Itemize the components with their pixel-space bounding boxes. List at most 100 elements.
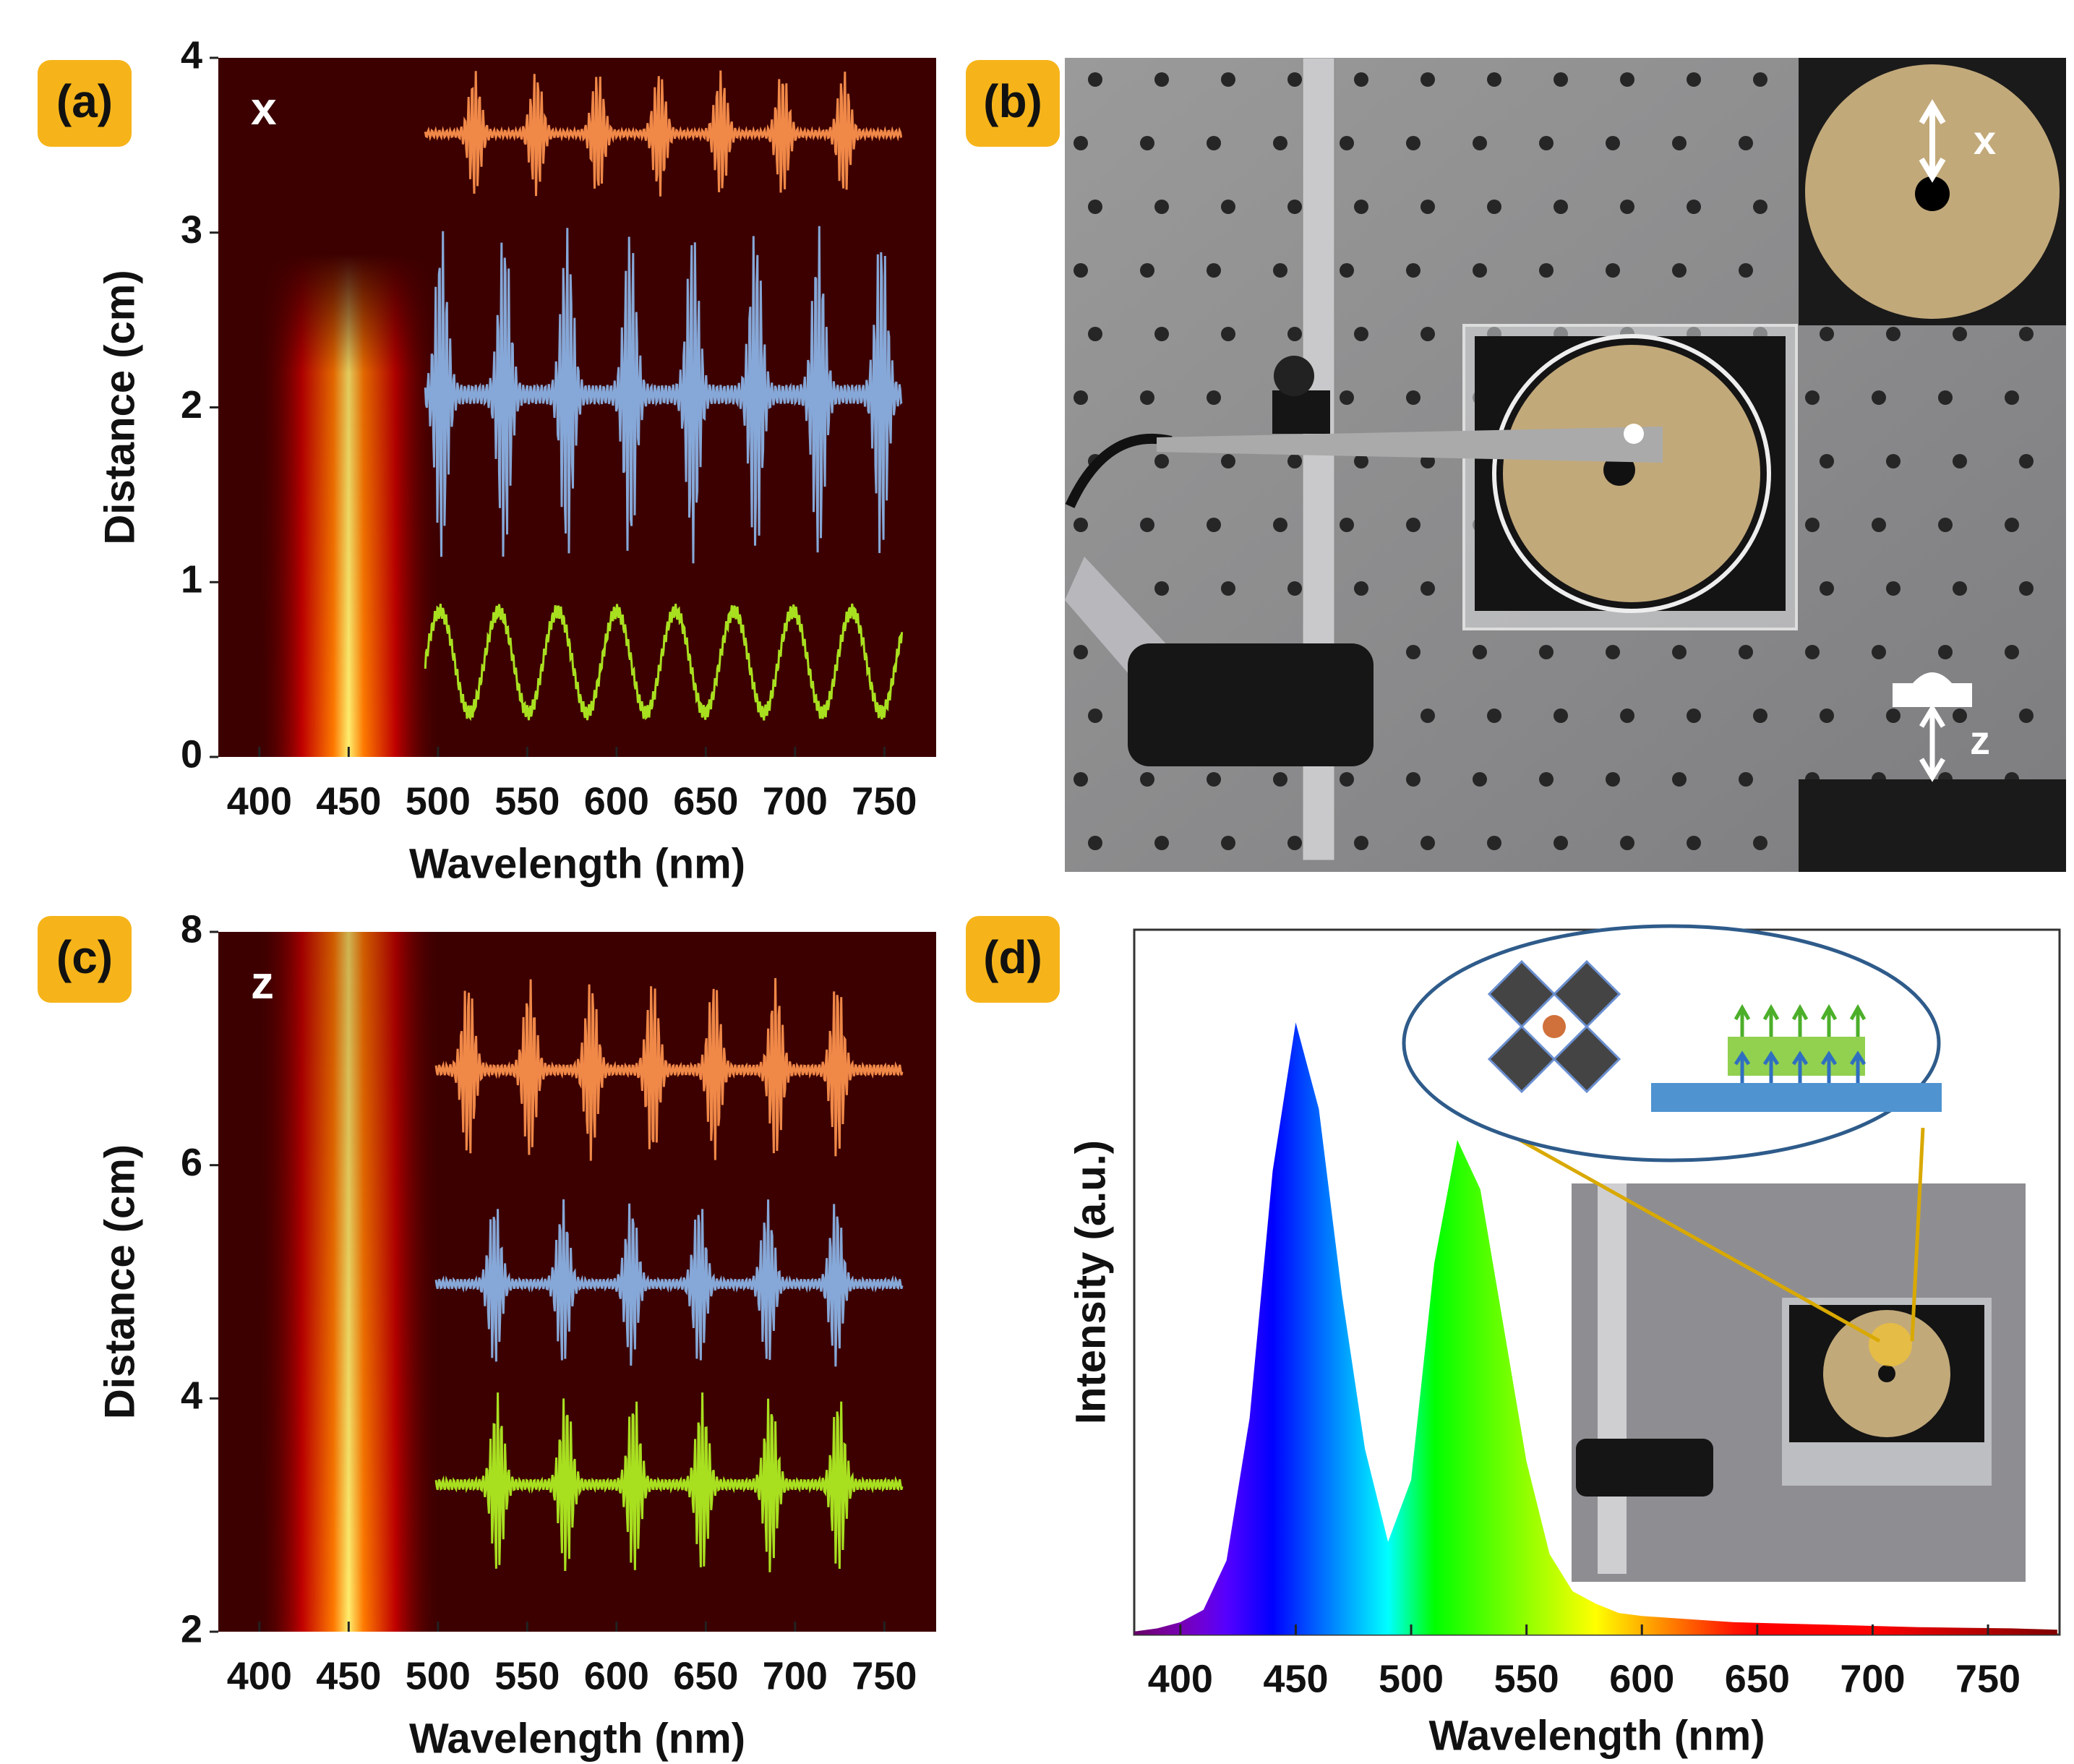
panel-label: (c) <box>56 931 113 983</box>
hole <box>2019 581 2034 596</box>
hole <box>1872 518 1886 532</box>
heat-column <box>254 932 443 1632</box>
film <box>1728 1037 1865 1076</box>
hole <box>1672 136 1687 150</box>
arrow-green <box>1849 1003 1867 1037</box>
hole <box>1606 136 1620 150</box>
hole <box>1340 263 1354 278</box>
hole <box>1420 200 1435 214</box>
hole <box>1154 581 1169 596</box>
panel-label-box <box>966 916 1060 1003</box>
arrow-green <box>1762 1003 1780 1037</box>
hole <box>1554 200 1568 214</box>
y-axis-label: Distance (cm) <box>96 270 143 544</box>
hole <box>1287 327 1302 341</box>
hole <box>1221 454 1235 468</box>
hole <box>1753 708 1767 723</box>
hole <box>1074 518 1088 532</box>
hole <box>1340 390 1354 405</box>
hole <box>1473 263 1487 278</box>
hole <box>1606 263 1620 278</box>
x-tick-label: 600 <box>1609 1657 1674 1700</box>
hole <box>1154 200 1169 214</box>
y-tick-label: 4 <box>181 33 202 77</box>
x-tick-label: 500 <box>406 779 471 823</box>
hole <box>1539 772 1554 787</box>
hole <box>1953 708 1967 723</box>
hole <box>1088 708 1102 723</box>
x-tick-label: 400 <box>227 779 292 823</box>
x-tick-label: 650 <box>673 1654 738 1697</box>
inset-glow <box>1869 1323 1912 1366</box>
y-axis-label: Intensity (a.u.) <box>1067 1140 1114 1424</box>
hole <box>1287 581 1302 596</box>
panel-label: (b) <box>983 75 1042 127</box>
hole <box>1140 772 1154 787</box>
waveform <box>434 1199 904 1367</box>
hole <box>1340 772 1354 787</box>
hole <box>1154 836 1169 850</box>
inset-arrow-z <box>1919 703 1946 782</box>
tweezers <box>1157 427 1663 463</box>
y-tick-label: 6 <box>181 1141 202 1184</box>
hole <box>1886 581 1901 596</box>
hole <box>1886 708 1901 723</box>
hole <box>1221 836 1235 850</box>
x-tick-label: 700 <box>763 1654 828 1697</box>
x-tick-label: 550 <box>494 779 560 823</box>
aperture <box>1603 454 1635 486</box>
hole <box>1487 72 1501 87</box>
x-tick-label: 700 <box>763 779 828 823</box>
y-tick-label: 2 <box>181 383 202 427</box>
hole <box>1354 200 1368 214</box>
hole <box>1805 390 1820 405</box>
hole <box>1820 581 1834 596</box>
cable <box>1065 433 1173 508</box>
x-tick-label: 500 <box>406 1654 471 1697</box>
hole <box>1539 136 1554 150</box>
hole <box>1354 327 1368 341</box>
hole <box>1154 72 1169 87</box>
hole <box>1473 136 1487 150</box>
hole <box>1074 390 1088 405</box>
spectrum-area <box>1134 1022 2057 1635</box>
hole <box>1753 72 1767 87</box>
hole <box>1354 836 1368 850</box>
hole <box>1739 136 1753 150</box>
callout-lines <box>1509 1127 1925 1343</box>
arrow-blue <box>1762 1050 1780 1083</box>
hole <box>1074 772 1088 787</box>
annotation: z <box>251 956 274 1009</box>
hole <box>1554 72 1568 87</box>
hole <box>1473 645 1487 659</box>
substrate <box>1651 1083 1942 1112</box>
hole <box>1620 72 1634 87</box>
hole <box>1340 518 1354 532</box>
arrow-blue <box>1791 1050 1809 1083</box>
x-axis-label: Wavelength (nm) <box>409 840 745 887</box>
emission-arrows <box>1734 1003 1867 1083</box>
hole <box>1140 136 1154 150</box>
hole <box>1221 581 1235 596</box>
heat-column <box>254 58 443 757</box>
inset-label-z: z <box>1970 717 1990 763</box>
hole <box>1420 708 1435 723</box>
hole <box>2005 518 2019 532</box>
hole <box>1420 581 1435 596</box>
hole <box>1938 518 1953 532</box>
hole <box>2019 454 2034 468</box>
x-tick-label: 450 <box>316 1654 381 1697</box>
hole <box>1406 136 1420 150</box>
hole <box>2005 390 2019 405</box>
hole <box>1221 327 1235 341</box>
hole <box>1554 708 1568 723</box>
x-axis-label: Wavelength (nm) <box>409 1715 745 1762</box>
y-tick-label: 8 <box>181 907 202 951</box>
x-tick-label: 750 <box>1955 1657 2021 1700</box>
hole <box>1953 454 1967 468</box>
hole <box>2019 708 2034 723</box>
hole <box>1687 836 1701 850</box>
hole <box>1739 263 1753 278</box>
hole <box>1154 327 1169 341</box>
